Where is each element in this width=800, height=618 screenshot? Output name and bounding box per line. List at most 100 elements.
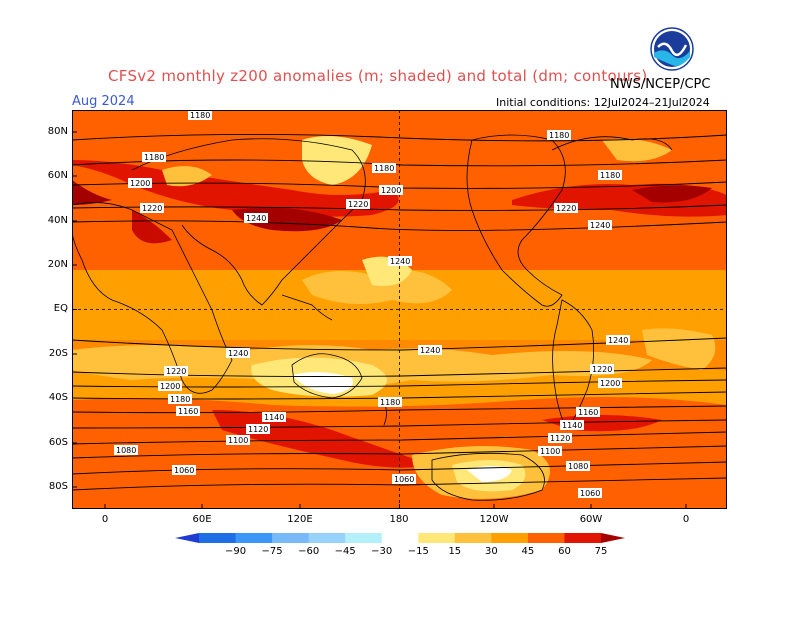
anomaly-75-90-patch	[72, 160, 399, 217]
svg-text:1060: 1060	[580, 489, 600, 498]
colorbar-swatch	[418, 533, 456, 543]
svg-text:1080: 1080	[116, 446, 136, 455]
colorbar-tick-label: 15	[448, 546, 461, 555]
colorbar-swatch	[564, 533, 602, 543]
svg-text:1240: 1240	[608, 336, 628, 345]
initial-conditions: Initial conditions: 12Jul2024–21Jul2024	[496, 96, 710, 109]
lat-label: 80S	[48, 481, 68, 492]
lat-label: 60S	[48, 437, 68, 448]
colorbar-swatch	[308, 533, 346, 543]
contour-label: 1240	[226, 348, 250, 358]
contour-label: 1180	[378, 397, 402, 407]
contour-label: 1140	[560, 420, 584, 430]
contour-label: 1080	[566, 461, 590, 471]
contour-label: 1100	[538, 446, 562, 456]
contour-label: 1180	[168, 394, 192, 404]
anomaly-90-patch	[132, 210, 172, 244]
colorbar-swatch	[199, 533, 237, 543]
lat-label: 20S	[48, 348, 68, 359]
contour-label: 1160	[576, 407, 600, 417]
lat-label: 40S	[48, 392, 68, 403]
lon-label: 60E	[192, 514, 212, 525]
svg-text:1200: 1200	[600, 379, 620, 388]
contour-label: 1120	[246, 424, 270, 434]
contour-label: 1180	[598, 170, 622, 180]
colorbar-tick-label: −90	[225, 546, 246, 555]
svg-text:1240: 1240	[590, 221, 610, 230]
lon-label: 0	[682, 514, 690, 525]
lon-label: 120W	[479, 514, 509, 525]
svg-text:1240: 1240	[228, 349, 248, 358]
svg-text:1180: 1180	[380, 398, 400, 407]
lat-label: 80N	[47, 126, 68, 137]
svg-text:1220: 1220	[556, 204, 576, 213]
svg-text:1060: 1060	[394, 475, 414, 484]
contour-label: 1200	[598, 378, 622, 388]
colorbar-tick-label: −75	[262, 546, 283, 555]
colorbar-swatch	[454, 533, 492, 543]
svg-text:1140: 1140	[264, 413, 284, 422]
colorbar-swatch	[345, 533, 383, 543]
colorbar-tick-label: 45	[522, 546, 535, 555]
forecast-month: Aug 2024	[72, 94, 135, 109]
anomaly-90-patch	[72, 180, 112, 205]
svg-text:1200: 1200	[381, 186, 401, 195]
contour-label: 1060	[578, 488, 602, 498]
contour-label: 1080	[114, 445, 138, 455]
svg-text:1180: 1180	[600, 171, 620, 180]
svg-text:1180: 1180	[549, 131, 569, 140]
contour-label: 1240	[388, 256, 412, 266]
anomaly-90-patch	[632, 185, 712, 203]
contour-label: 1200	[379, 185, 403, 195]
colorbar-tick-label: 75	[595, 546, 608, 555]
lon-label: 0	[101, 514, 109, 525]
svg-text:1220: 1220	[348, 200, 368, 209]
colorbar-swatch	[527, 533, 565, 543]
svg-text:1180: 1180	[144, 153, 164, 162]
anomaly-30-45-band	[162, 166, 212, 187]
contour-label: 1240	[606, 335, 630, 345]
svg-text:1120: 1120	[248, 425, 268, 434]
contour-label: 1240	[588, 220, 612, 230]
contour-label: 1180	[547, 130, 571, 140]
svg-text:1220: 1220	[142, 204, 162, 213]
svg-text:1200: 1200	[130, 179, 150, 188]
contour-label: 1180	[372, 163, 396, 173]
colorbar-arrow-left	[175, 533, 199, 543]
anomaly-near-zero-patch	[292, 372, 353, 394]
anomaly-30-45-band	[642, 328, 716, 370]
colorbar-tick-label: 60	[558, 546, 571, 555]
agency-label: NWS/NCEP/CPC	[610, 77, 711, 92]
colorbar-swatch	[381, 533, 419, 543]
colorbar-tick-label: −60	[298, 546, 319, 555]
lat-label: 20N	[47, 259, 68, 270]
svg-text:1180: 1180	[374, 164, 394, 173]
svg-text:1100: 1100	[540, 447, 560, 456]
svg-text:1160: 1160	[178, 407, 198, 416]
anomaly-near-zero-patch	[467, 466, 512, 482]
svg-text:1100: 1100	[228, 436, 248, 445]
svg-text:1200: 1200	[160, 382, 180, 391]
anomaly-15-30-patch	[317, 143, 362, 172]
svg-text:1220: 1220	[166, 367, 186, 376]
colorbar-tick-label: −15	[408, 546, 429, 555]
contour-label: 1200	[158, 381, 182, 391]
map-title: CFSv2 monthly z200 anomalies (m; shaded)…	[108, 67, 648, 85]
contour-label: 1100	[226, 435, 250, 445]
colorbar-tick-label: −45	[335, 546, 356, 555]
colorbar-tick-label: −30	[371, 546, 392, 555]
contour-label: 1220	[554, 203, 578, 213]
svg-text:1160: 1160	[578, 408, 598, 417]
colorbar-swatch	[235, 533, 273, 543]
contour-label: 1220	[346, 199, 370, 209]
svg-text:1180: 1180	[190, 111, 210, 120]
contour-label: 1160	[176, 406, 200, 416]
colorbar-swatch	[491, 533, 529, 543]
colorbar-arrow-right	[601, 533, 625, 543]
contour-label: 1220	[590, 364, 614, 374]
svg-text:1240: 1240	[420, 346, 440, 355]
contour-label: 1180	[188, 110, 212, 120]
contour-label: 1060	[392, 474, 416, 484]
coastlines	[72, 134, 673, 501]
lat-label: EQ	[53, 303, 68, 314]
